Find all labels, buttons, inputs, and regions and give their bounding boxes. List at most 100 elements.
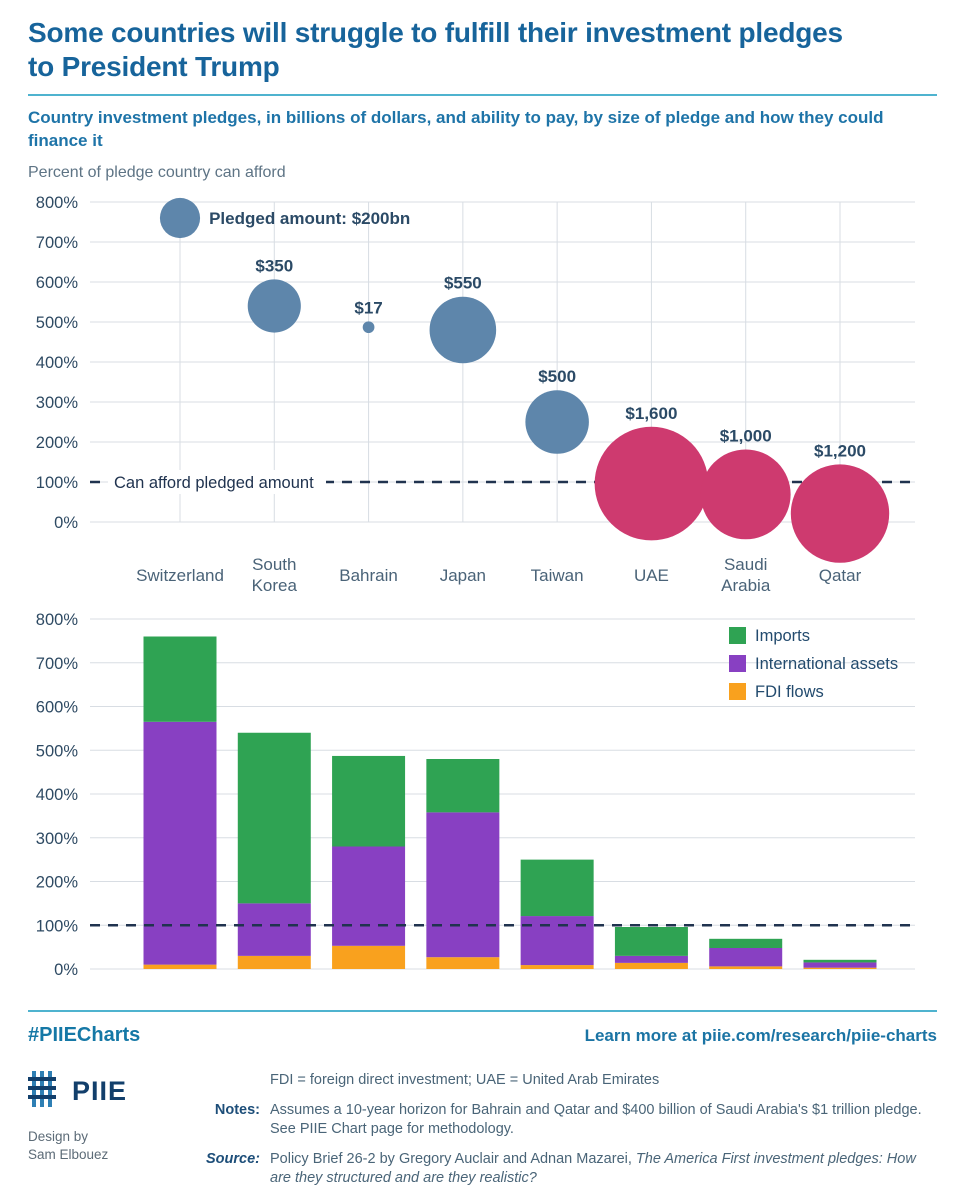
- source-label: Source:: [206, 1151, 260, 1167]
- notes-label: Notes:: [214, 1102, 260, 1118]
- legend-label-fdi-flows: FDI flows: [755, 683, 824, 701]
- learn-more-link[interactable]: Learn more at piie.com/research/piie-cha…: [584, 1025, 937, 1045]
- bar-international-assets-saudi-arabia: [709, 948, 783, 967]
- category-label-uae: UAE: [634, 566, 669, 585]
- y-tick-label: 800%: [36, 611, 79, 629]
- bar-fdi-flows-bahrain: [332, 945, 406, 969]
- footer-credits: PIIE Design by Sam Elbouez FDI = foreign…: [0, 1057, 965, 1188]
- bar-imports-bahrain: [332, 755, 406, 847]
- design-credit: Design by Sam Elbouez: [28, 1128, 200, 1164]
- y-tick-label: 300%: [36, 394, 79, 412]
- title-divider: [28, 94, 937, 96]
- bubble-japan: [429, 296, 497, 364]
- y-tick-label: 200%: [36, 874, 79, 892]
- bubble-taiwan: [525, 390, 589, 454]
- bar-imports-south-korea: [237, 732, 311, 904]
- bar-imports-uae: [614, 927, 688, 956]
- bar-international-assets-south-korea: [237, 903, 311, 956]
- bar-international-assets-japan: [426, 812, 500, 958]
- y-tick-label: 200%: [36, 434, 79, 452]
- y-tick-label: 100%: [36, 917, 79, 935]
- category-label-south-korea: Korea: [252, 576, 298, 595]
- bar-fdi-flows-saudi-arabia: [709, 966, 783, 969]
- bar-fdi-flows-qatar: [803, 967, 877, 969]
- bar-fdi-flows-south-korea: [237, 955, 311, 969]
- source-text-italic: The America First investment pledges: Ho…: [270, 1151, 916, 1186]
- stacked-bar-chart: 0% 100% 200% 300% 400% 500% 600% 700% 800% Import…: [0, 607, 965, 984]
- page-title: Some countries will struggle to fulfill …: [28, 17, 843, 82]
- y-tick-label: 0%: [54, 514, 78, 532]
- design-credit-line1: Design by: [28, 1129, 89, 1144]
- y-tick-label: 500%: [36, 742, 79, 760]
- bubble-label-qatar: $1,200: [814, 441, 866, 460]
- bubble-label-switzerland: Pledged amount: $200bn: [209, 209, 410, 228]
- bar-international-assets-taiwan: [520, 916, 594, 966]
- bubble-label-uae: $1,600: [625, 404, 677, 423]
- bar-fdi-flows-japan: [426, 957, 500, 969]
- bubble-chart: 0% 100% 200% 300% 400% 500% 600% 700% 800% Can af…: [0, 182, 965, 607]
- bar-international-assets-uae: [614, 955, 688, 963]
- piie-logo-icon: [28, 1071, 64, 1112]
- footer-divider: [28, 1010, 937, 1012]
- legend-label-imports: Imports: [755, 627, 810, 645]
- footer-banner: #PIIECharts Learn more at piie.com/resea…: [0, 1012, 965, 1057]
- y-tick-label: 700%: [36, 655, 79, 673]
- bubble-south-korea: [247, 279, 301, 333]
- source-text-regular: Policy Brief 26-2 by Gregory Auclair and…: [270, 1151, 636, 1167]
- bubble-bahrain: [362, 321, 375, 334]
- bar-fdi-flows-uae: [614, 962, 688, 969]
- y-tick-label: 0%: [54, 961, 78, 979]
- y-axis-caption: Percent of pledge country can afford: [28, 164, 286, 181]
- category-label-taiwan: Taiwan: [531, 566, 584, 585]
- bar-imports-taiwan: [520, 859, 594, 917]
- design-credit-line2: Sam Elbouez: [28, 1147, 109, 1162]
- bar-imports-qatar: [803, 959, 877, 963]
- notes-block: FDI = foreign direct investment; UAE = U…: [200, 1071, 937, 1188]
- legend-swatch-international-assets: [729, 655, 746, 672]
- legend-swatch-imports: [729, 627, 746, 644]
- piie-charts-hashtag: #PIIECharts: [28, 1024, 141, 1046]
- y-tick-label: 800%: [36, 194, 79, 212]
- bubble-saudi-arabia: [700, 449, 791, 540]
- y-tick-label: 400%: [36, 786, 79, 804]
- y-tick-label: 100%: [36, 474, 79, 492]
- category-label-saudi-arabia: Saudi: [724, 555, 767, 574]
- y-tick-label: 500%: [36, 314, 79, 332]
- category-label-bahrain: Bahrain: [339, 566, 398, 585]
- bar-chart-svg: 0% 100% 200% 300% 400% 500% 600% 700% 800% Import…: [36, 611, 915, 979]
- brand-block: PIIE Design by Sam Elbouez: [28, 1071, 200, 1188]
- notes-text: Assumes a 10-year horizon for Bahrain an…: [270, 1102, 922, 1137]
- category-label-south-korea: South: [252, 555, 296, 574]
- category-label-saudi-arabia: Arabia: [721, 576, 771, 595]
- y-tick-label: 600%: [36, 699, 79, 717]
- legend-label-international-assets: International assets: [755, 655, 898, 673]
- header: Some countries will struggle to fulfill …: [0, 0, 965, 182]
- category-label-switzerland: Switzerland: [136, 566, 224, 585]
- definitions-text: FDI = foreign direct investment; UAE = U…: [270, 1072, 660, 1088]
- bar-fdi-flows-taiwan: [520, 965, 594, 969]
- bar-imports-switzerland: [143, 636, 217, 722]
- bar-fdi-flows-switzerland: [143, 964, 217, 969]
- y-tick-label: 300%: [36, 830, 79, 848]
- legend-swatch-fdi-flows: [729, 683, 746, 700]
- threshold-label: Can afford pledged amount: [114, 474, 314, 492]
- bubble-uae: [594, 426, 709, 541]
- threshold-label-bg: [108, 470, 326, 494]
- bubble-label-south-korea: $350: [255, 256, 293, 275]
- category-label-japan: Japan: [440, 566, 486, 585]
- bubble-label-saudi-arabia: $1,000: [720, 426, 772, 445]
- y-tick-label: 600%: [36, 274, 79, 292]
- bubble-label-bahrain: $17: [354, 298, 382, 317]
- bubble-label-japan: $550: [444, 274, 482, 293]
- piie-logo-text: PIIE: [72, 1076, 128, 1106]
- bubble-label-taiwan: $500: [538, 367, 576, 386]
- bar-imports-japan: [426, 759, 500, 813]
- y-tick-label: 400%: [36, 354, 79, 372]
- bubble-chart-svg: 0% 100% 200% 300% 400% 500% 600% 700% 800% Can af…: [36, 194, 915, 595]
- chart-subtitle: Country investment pledges, in billions …: [28, 108, 884, 150]
- bar-international-assets-bahrain: [332, 846, 406, 946]
- bar-imports-saudi-arabia: [709, 938, 783, 948]
- source-text: Policy Brief 26-2 by Gregory Auclair and…: [270, 1150, 937, 1188]
- category-label-qatar: Qatar: [819, 566, 862, 585]
